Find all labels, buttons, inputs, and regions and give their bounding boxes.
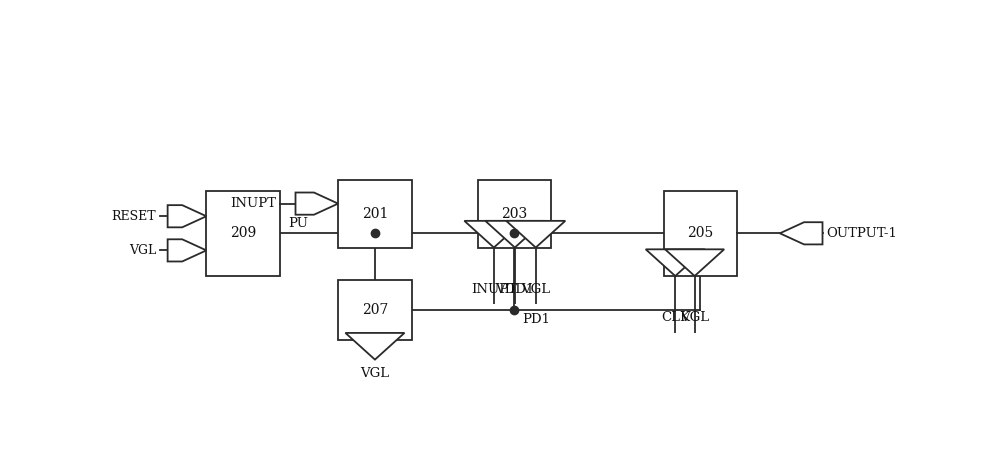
Text: VGL: VGL: [360, 367, 390, 380]
Text: RESET: RESET: [111, 210, 156, 223]
Text: 203: 203: [501, 207, 528, 221]
Polygon shape: [506, 221, 565, 248]
Text: VDD1: VDD1: [495, 283, 534, 296]
Text: 209: 209: [230, 226, 256, 240]
Polygon shape: [168, 205, 206, 227]
Text: PU: PU: [288, 217, 308, 230]
Polygon shape: [485, 221, 544, 248]
Polygon shape: [665, 249, 724, 276]
Polygon shape: [646, 249, 705, 276]
Bar: [664, 191, 737, 276]
Text: 207: 207: [362, 303, 388, 317]
Text: 205: 205: [687, 226, 714, 240]
Text: INUPT: INUPT: [230, 197, 276, 210]
Text: VGL: VGL: [129, 244, 156, 257]
Bar: [338, 280, 412, 340]
Polygon shape: [464, 221, 523, 248]
Text: 201: 201: [362, 207, 388, 221]
Bar: [478, 180, 551, 248]
Text: PD1: PD1: [522, 313, 550, 326]
Text: OUTPUT-1: OUTPUT-1: [826, 227, 897, 240]
Bar: [338, 180, 412, 248]
Polygon shape: [168, 239, 206, 261]
Text: VGL: VGL: [521, 283, 550, 296]
Text: INUPT: INUPT: [471, 283, 517, 296]
Polygon shape: [296, 193, 338, 215]
Polygon shape: [345, 333, 404, 359]
Text: VGL: VGL: [680, 311, 709, 324]
Text: CLK: CLK: [661, 311, 690, 324]
Bar: [206, 191, 280, 276]
Polygon shape: [780, 222, 822, 244]
